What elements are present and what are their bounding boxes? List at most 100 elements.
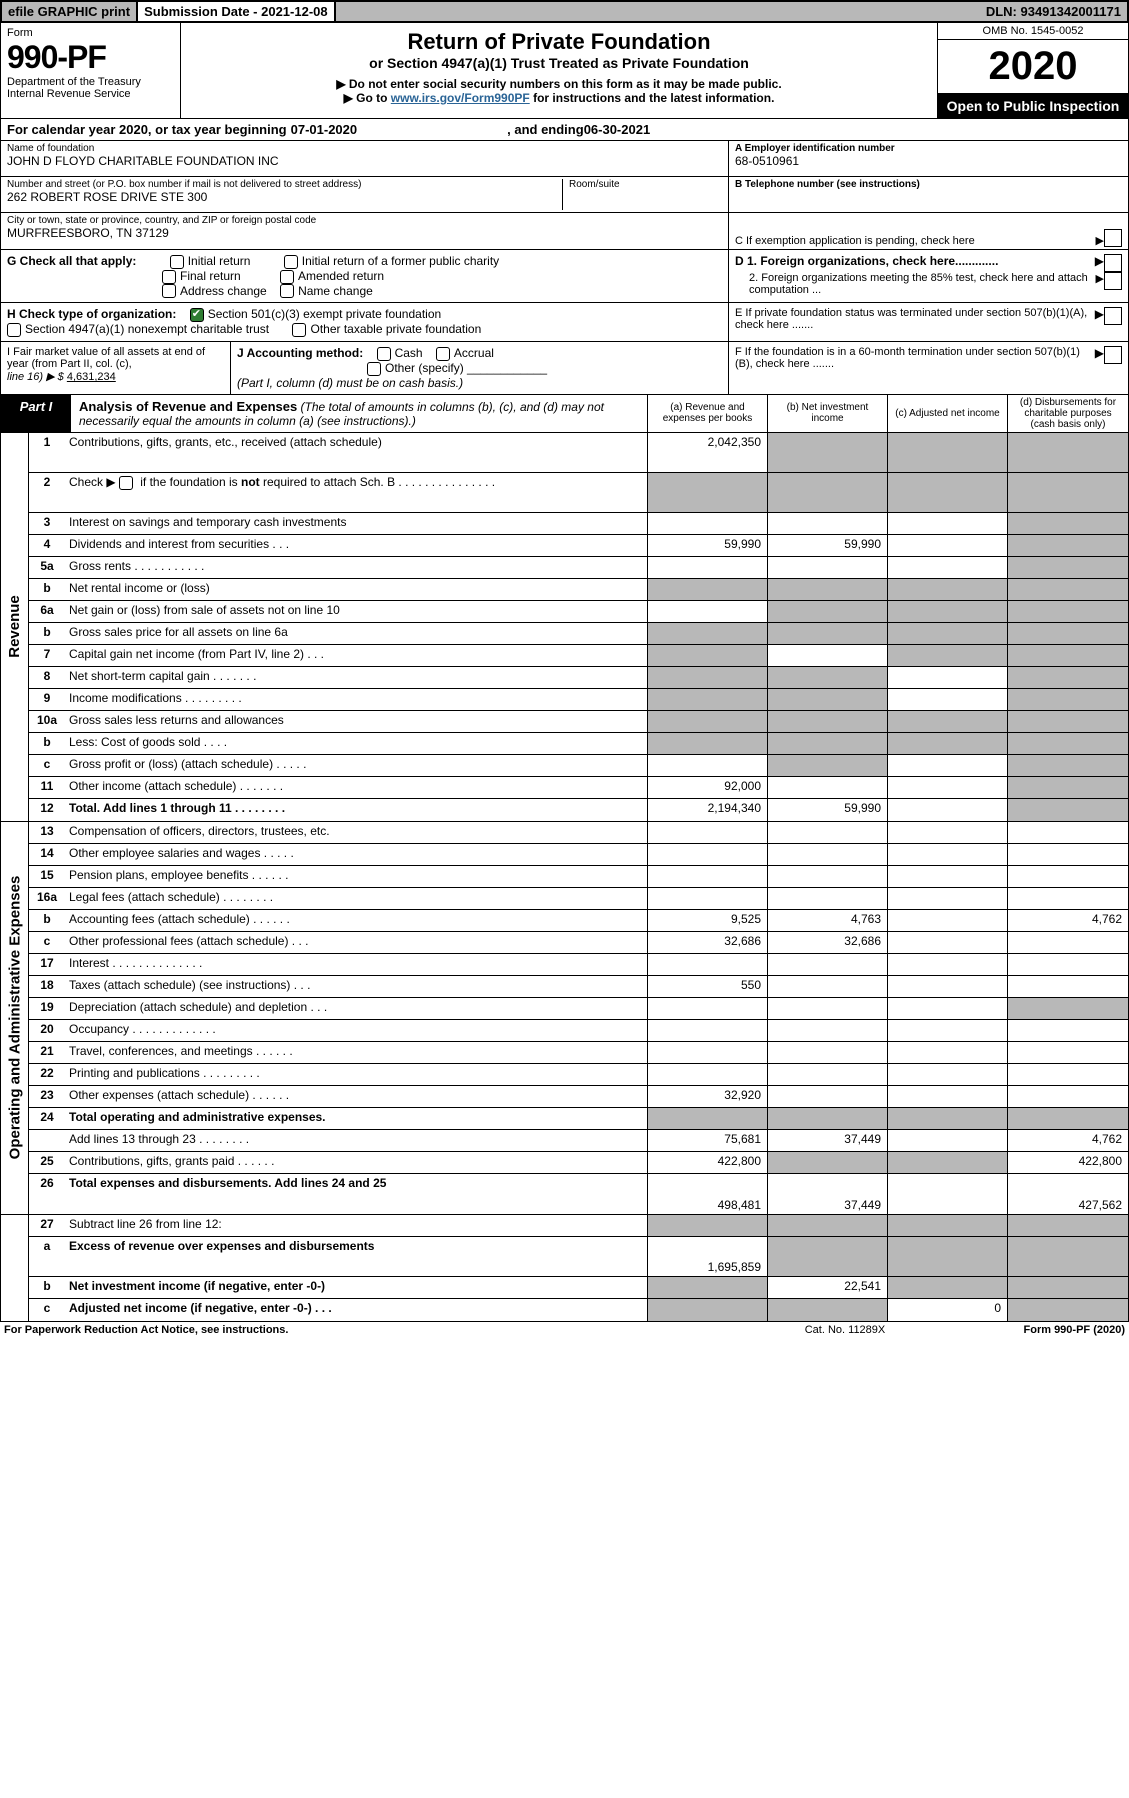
col-b-header: (b) Net investment income <box>768 395 888 432</box>
g-address-change: Address change <box>180 284 267 298</box>
line-15: 15Pension plans, employee benefits . . .… <box>29 866 1128 888</box>
dln-value: 93491342001171 <box>1020 4 1121 19</box>
addr-label: Number and street (or P.O. box number if… <box>7 179 556 190</box>
ein-value: 68-0510961 <box>735 154 1122 168</box>
subdate-label: Submission Date - <box>144 4 261 19</box>
line-24-sum: Add lines 13 through 23 . . . . . . . .7… <box>29 1130 1128 1152</box>
col-c-header: (c) Adjusted net income <box>888 395 1008 432</box>
line-7: 7Capital gain net income (from Part IV, … <box>29 645 1128 667</box>
line-6a: 6aNet gain or (loss) from sale of assets… <box>29 601 1128 623</box>
final-return-checkbox[interactable] <box>162 270 176 284</box>
j-section: J Accounting method: Cash Accrual Other … <box>231 342 728 394</box>
line-16b: bAccounting fees (attach schedule) . . .… <box>29 910 1128 932</box>
line-13: 13Compensation of officers, directors, t… <box>29 822 1128 844</box>
submission-date: Submission Date - 2021-12-08 <box>138 2 336 21</box>
form-number: 990-PF <box>7 39 174 76</box>
name-change-checkbox[interactable] <box>280 284 294 298</box>
j-cash: Cash <box>395 346 423 360</box>
accrual-checkbox[interactable] <box>436 347 450 361</box>
instruction-2: ▶ Go to www.irs.gov/Form990PF for instru… <box>191 91 927 105</box>
line-24: 24Total operating and administrative exp… <box>29 1108 1128 1130</box>
ein-label: A Employer identification number <box>735 143 895 154</box>
line-5b: bNet rental income or (loss) <box>29 579 1128 601</box>
topbar-spacer <box>336 2 980 21</box>
g-amended: Amended return <box>298 269 384 283</box>
line-4: 4Dividends and interest from securities … <box>29 535 1128 557</box>
f-label: F If the foundation is in a 60-month ter… <box>735 346 1095 370</box>
room-label: Room/suite <box>569 179 722 190</box>
h-section: H Check type of organization: Section 50… <box>1 303 728 341</box>
expenses-label: Operating and Administrative Expenses <box>1 822 29 1214</box>
city-label: City or town, state or province, country… <box>7 215 722 226</box>
part1-label: Part I <box>1 395 71 432</box>
irs-label: Internal Revenue Service <box>7 88 174 100</box>
d1-checkbox[interactable] <box>1104 254 1122 272</box>
tel-label: B Telephone number (see instructions) <box>735 179 920 190</box>
calyear-mid: , and ending <box>507 122 584 137</box>
d2-label: 2. Foreign organizations meeting the 85%… <box>735 272 1096 296</box>
form-header: Form 990-PF Department of the Treasury I… <box>0 23 1129 119</box>
address-change-checkbox[interactable] <box>162 284 176 298</box>
schb-checkbox[interactable] <box>119 476 133 490</box>
cash-checkbox[interactable] <box>377 347 391 361</box>
501c3-checkbox[interactable] <box>190 308 204 322</box>
line-14: 14Other employee salaries and wages . . … <box>29 844 1128 866</box>
part1-title-text: Analysis of Revenue and Expenses <box>79 399 297 414</box>
line-9: 9Income modifications . . . . . . . . . <box>29 689 1128 711</box>
line-23: 23Other expenses (attach schedule) . . .… <box>29 1086 1128 1108</box>
line-20: 20Occupancy . . . . . . . . . . . . . <box>29 1020 1128 1042</box>
d2-checkbox[interactable] <box>1104 272 1122 290</box>
e-checkbox[interactable] <box>1104 307 1122 325</box>
omb-number: OMB No. 1545-0052 <box>938 23 1128 40</box>
i-label: I Fair market value of all assets at end… <box>7 346 205 370</box>
summary-table: 27Subtract line 26 from line 12: aExcess… <box>0 1215 1129 1322</box>
irs-link[interactable]: www.irs.gov/Form990PF <box>391 91 530 105</box>
line-26: 26Total expenses and disbursements. Add … <box>29 1174 1128 1214</box>
efile-label[interactable]: efile GRAPHIC print <box>2 2 138 21</box>
line-2: 2Check ▶ if the foundation is not requir… <box>29 473 1128 513</box>
f-checkbox[interactable] <box>1104 346 1122 364</box>
col-a-header: (a) Revenue and expenses per books <box>648 395 768 432</box>
d1-label: D 1. Foreign organizations, check here..… <box>735 254 998 268</box>
other-taxable-checkbox[interactable] <box>292 323 306 337</box>
expenses-text: Operating and Administrative Expenses <box>6 876 23 1160</box>
expenses-table: Operating and Administrative Expenses 13… <box>0 822 1129 1215</box>
dln-label: DLN: <box>986 4 1021 19</box>
revenue-table: Revenue 1Contributions, gifts, grants, e… <box>0 433 1129 822</box>
line-11: 11Other income (attach schedule) . . . .… <box>29 777 1128 799</box>
expenses-rows: 13Compensation of officers, directors, t… <box>29 822 1128 1214</box>
identity-block: Name of foundation JOHN D FLOYD CHARITAB… <box>0 141 1129 250</box>
j-label: J Accounting method: <box>237 346 363 360</box>
calyear-text: For calendar year 2020, or tax year begi… <box>7 122 287 137</box>
line-3: 3Interest on savings and temporary cash … <box>29 513 1128 535</box>
g-final-return: Final return <box>180 269 241 283</box>
inst2-post: for instructions and the latest informat… <box>530 91 775 105</box>
g-d-row: G Check all that apply: Initial return I… <box>0 250 1129 303</box>
part1-header: Part I Analysis of Revenue and Expenses … <box>0 395 1129 433</box>
initial-former-checkbox[interactable] <box>284 255 298 269</box>
4947-checkbox[interactable] <box>7 323 21 337</box>
g-initial-former: Initial return of a former public charit… <box>302 254 499 268</box>
dln: DLN: 93491342001171 <box>980 2 1127 21</box>
address: 262 ROBERT ROSE DRIVE STE 300 <box>7 190 556 204</box>
amended-return-checkbox[interactable] <box>280 270 294 284</box>
page-footer: For Paperwork Reduction Act Notice, see … <box>0 1322 1129 1338</box>
foundation-name: JOHN D FLOYD CHARITABLE FOUNDATION INC <box>7 154 722 168</box>
line-27: 27Subtract line 26 from line 12: <box>29 1215 1128 1237</box>
line-25: 25Contributions, gifts, grants paid . . … <box>29 1152 1128 1174</box>
paperwork-notice: For Paperwork Reduction Act Notice, see … <box>4 1324 745 1336</box>
c-checkbox[interactable] <box>1104 229 1122 247</box>
telephone-row: B Telephone number (see instructions) <box>729 177 1128 213</box>
tax-year-end: 06-30-2021 <box>584 122 651 137</box>
i-line: line 16) ▶ $ <box>7 371 64 383</box>
line-27c: cAdjusted net income (if negative, enter… <box>29 1299 1128 1321</box>
i-section: I Fair market value of all assets at end… <box>1 342 231 394</box>
i-j-f-row: I Fair market value of all assets at end… <box>0 342 1129 395</box>
fmv-value: 4,631,234 <box>67 371 116 383</box>
initial-return-checkbox[interactable] <box>170 255 184 269</box>
revenue-text: Revenue <box>6 596 23 659</box>
d-section: D 1. Foreign organizations, check here..… <box>728 250 1128 302</box>
other-method-checkbox[interactable] <box>367 362 381 376</box>
tax-year: 2020 <box>938 40 1128 94</box>
city-value: MURFREESBORO, TN 37129 <box>7 226 722 240</box>
